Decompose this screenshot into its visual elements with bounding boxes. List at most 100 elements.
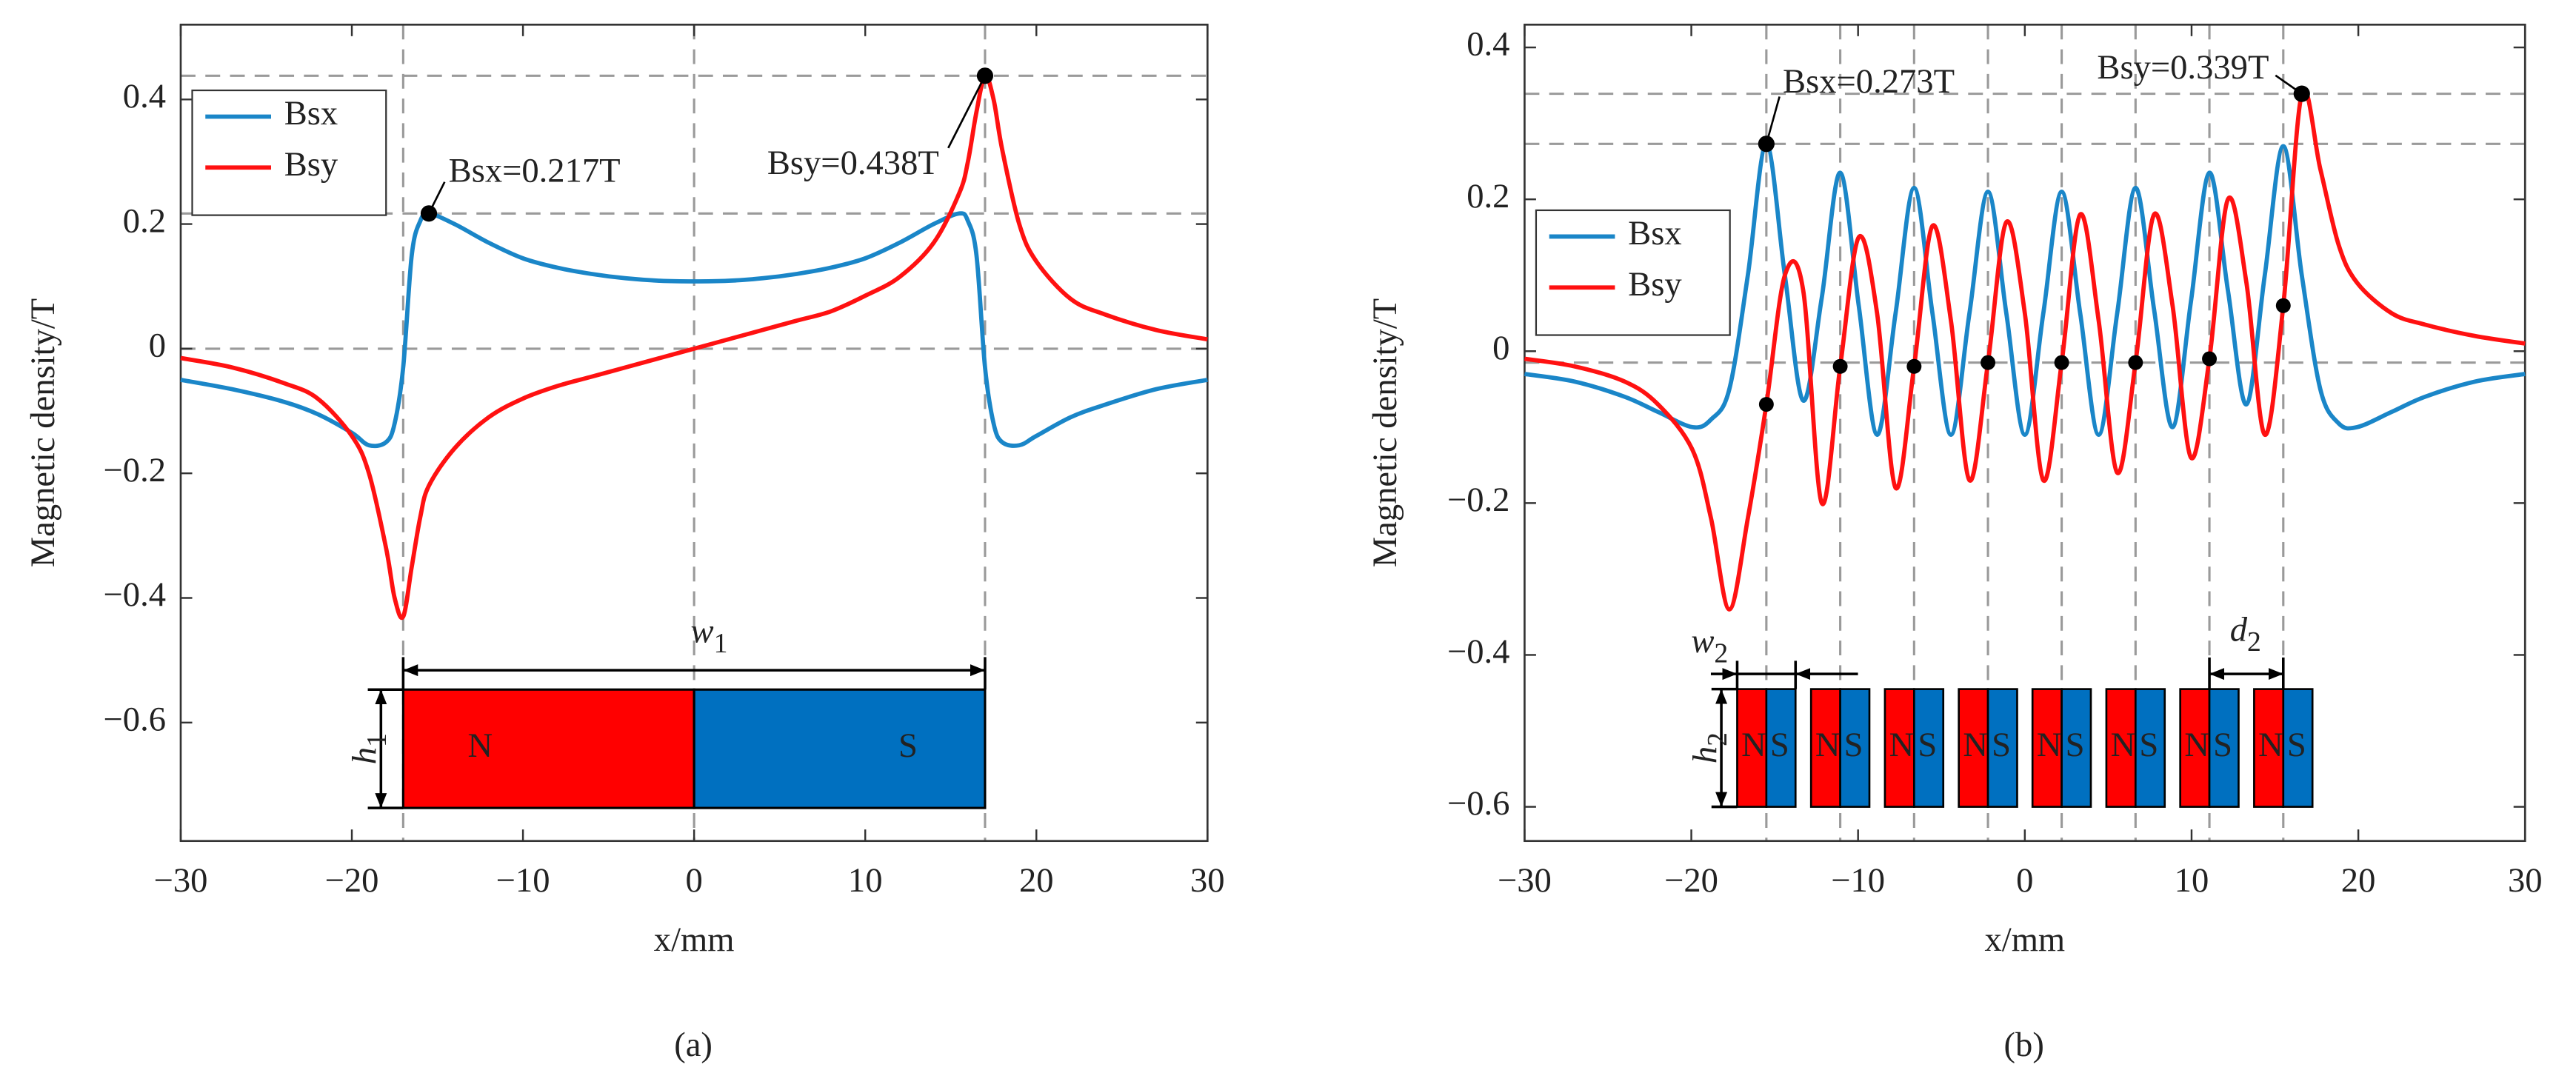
annotation: Bsx=0.217T: [449, 152, 621, 190]
annotation-leader: [947, 75, 987, 149]
pole-label: N: [1741, 726, 1766, 764]
pole-label: N: [468, 726, 493, 765]
x-tick-label: 10: [848, 861, 883, 900]
marker-dot: [2275, 298, 2291, 313]
pole-label: S: [898, 726, 918, 765]
undefined: d2: [2230, 610, 2261, 657]
marker-dot: [1981, 355, 1996, 370]
undefined-main: d: [2230, 610, 2248, 649]
undefined-main: w: [1691, 622, 1714, 661]
annotation: Bsx=0.273T: [1783, 62, 1955, 101]
x-tick-label: 20: [2341, 861, 2376, 900]
y-tick-label: −0.2: [1447, 481, 1510, 519]
annotation: Bsy=0.438T: [767, 144, 939, 182]
pole-label: N: [2258, 726, 2283, 764]
pole-label: S: [2139, 726, 2158, 764]
pole-label: N: [2184, 726, 2209, 764]
x-tick-label: 30: [1190, 861, 1225, 900]
legend-box: [1535, 209, 1731, 336]
x-tick-label: 10: [2175, 861, 2209, 900]
legend-label: Bsy: [1628, 265, 1682, 304]
series-line: [180, 211, 1208, 449]
undefined: h1: [345, 733, 392, 764]
y-tick-label: −0.2: [104, 451, 167, 489]
x-tick-label: −10: [1831, 861, 1885, 900]
magnet-s: [1986, 688, 2018, 808]
series-line: [1524, 141, 2526, 437]
x-tick-label: −30: [154, 861, 208, 900]
marker-dot: [2128, 355, 2143, 370]
undefined-main: w: [691, 612, 714, 650]
undefined-sub: 1: [714, 628, 728, 659]
y-axis-label: Magnetic density/T: [1366, 298, 1404, 567]
x-tick-label: 20: [1019, 861, 1054, 900]
magnet-s: [1839, 688, 1871, 808]
magnet-n: [1736, 688, 1768, 808]
legend-label: Bsx: [1628, 214, 1681, 253]
magnet-s: [2134, 688, 2166, 808]
magnet-s: [693, 688, 987, 809]
magnet-s: [1765, 688, 1797, 808]
annotation-dot: [1758, 136, 1775, 153]
annotation-dot: [2293, 85, 2310, 102]
pole-label: S: [1992, 726, 2011, 764]
marker-dot: [1906, 358, 1922, 374]
pole-label: N: [1889, 726, 1915, 764]
pole-label: N: [1815, 726, 1841, 764]
magnet-n: [2031, 688, 2063, 808]
pole-label: N: [1963, 726, 1988, 764]
undefined-sub: 2: [2247, 626, 2261, 658]
magnet-n: [1809, 688, 1841, 808]
undefined: w1: [691, 612, 728, 658]
undefined: h2: [1686, 732, 1732, 763]
undefined-sub: 1: [361, 733, 393, 747]
undefined-sub: 2: [1702, 732, 1733, 746]
undefined-main: h: [345, 747, 384, 764]
magnet-s: [2282, 688, 2314, 808]
legend-label: Bsx: [284, 94, 338, 133]
undefined-main: h: [1686, 746, 1724, 763]
marker-dot: [2202, 351, 2218, 367]
pole-label: N: [2111, 726, 2136, 764]
undefined: w2: [1691, 622, 1728, 669]
pole-label: S: [1844, 726, 1863, 764]
x-tick-label: −20: [325, 861, 379, 900]
x-tick-label: 0: [2016, 861, 2033, 900]
pole-label: S: [2066, 726, 2085, 764]
x-tick-label: −30: [1498, 861, 1552, 900]
pole-label: N: [2037, 726, 2062, 764]
magnet-s: [1913, 688, 1945, 808]
x-tick-label: 30: [2508, 861, 2543, 900]
pole-label: S: [2287, 726, 2306, 764]
x-axis-label: x/mm: [1984, 920, 2065, 959]
pole-label: S: [1918, 726, 1937, 764]
y-tick-label: 0.4: [123, 77, 166, 116]
pole-label: S: [2213, 726, 2232, 764]
annotation-dot: [976, 67, 994, 84]
annotation-dot: [420, 205, 438, 222]
y-tick-label: 0.4: [1466, 25, 1509, 64]
undefined-sub: 2: [1714, 638, 1728, 669]
x-axis-label: x/mm: [654, 920, 735, 959]
y-tick-label: −0.4: [104, 575, 167, 614]
annotation: Bsy=0.339T: [2097, 48, 2269, 87]
marker-dot: [2054, 355, 2069, 370]
series-line: [1524, 87, 2526, 612]
magnet-n: [401, 688, 695, 809]
x-tick-label: 0: [686, 861, 703, 900]
y-tick-label: 0.2: [1466, 177, 1509, 215]
y-tick-label: −0.4: [1447, 632, 1510, 671]
y-tick-label: 0: [149, 327, 166, 365]
x-tick-label: −20: [1664, 861, 1718, 900]
marker-dot: [1832, 358, 1848, 374]
x-tick-label: −10: [496, 861, 550, 900]
series-line: [180, 73, 1208, 621]
pole-label: S: [1770, 726, 1789, 764]
marker-dot: [1758, 397, 1774, 412]
legend-label: Bsy: [284, 145, 338, 184]
magnet-n: [2253, 688, 2285, 808]
y-tick-label: −0.6: [104, 701, 167, 739]
y-tick-label: −0.6: [1447, 784, 1510, 823]
panel-label: (a): [674, 1026, 713, 1064]
y-tick-label: 0: [1492, 329, 1509, 367]
